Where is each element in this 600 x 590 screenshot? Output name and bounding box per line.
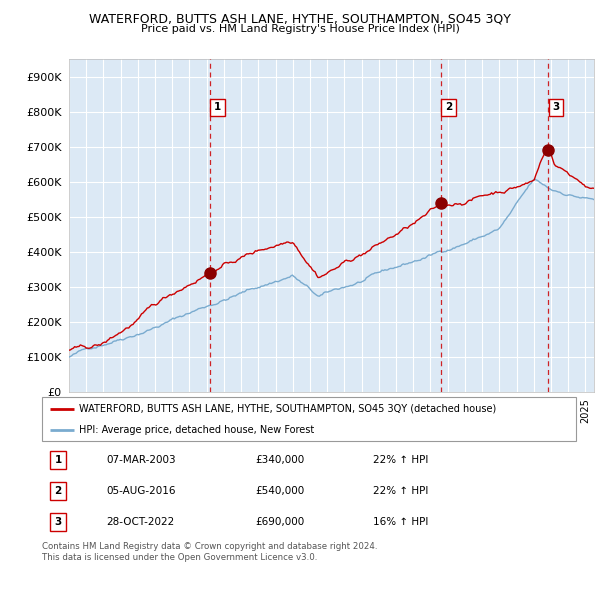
Text: 3: 3 (552, 102, 559, 112)
Text: £690,000: £690,000 (256, 517, 305, 527)
Text: 16% ↑ HPI: 16% ↑ HPI (373, 517, 428, 527)
Text: 22% ↑ HPI: 22% ↑ HPI (373, 455, 428, 465)
Text: £540,000: £540,000 (256, 486, 305, 496)
Text: 2: 2 (55, 486, 62, 496)
Text: Price paid vs. HM Land Registry's House Price Index (HPI): Price paid vs. HM Land Registry's House … (140, 24, 460, 34)
Text: 07-MAR-2003: 07-MAR-2003 (106, 455, 176, 465)
Text: 22% ↑ HPI: 22% ↑ HPI (373, 486, 428, 496)
Text: Contains HM Land Registry data © Crown copyright and database right 2024.
This d: Contains HM Land Registry data © Crown c… (42, 542, 377, 562)
FancyBboxPatch shape (42, 397, 576, 441)
Text: 28-OCT-2022: 28-OCT-2022 (106, 517, 175, 527)
Text: 05-AUG-2016: 05-AUG-2016 (106, 486, 176, 496)
Text: WATERFORD, BUTTS ASH LANE, HYTHE, SOUTHAMPTON, SO45 3QY (detached house): WATERFORD, BUTTS ASH LANE, HYTHE, SOUTHA… (79, 404, 497, 414)
Text: WATERFORD, BUTTS ASH LANE, HYTHE, SOUTHAMPTON, SO45 3QY: WATERFORD, BUTTS ASH LANE, HYTHE, SOUTHA… (89, 13, 511, 26)
Text: 1: 1 (214, 102, 221, 112)
Text: HPI: Average price, detached house, New Forest: HPI: Average price, detached house, New … (79, 425, 314, 435)
Text: 2: 2 (445, 102, 452, 112)
Text: 3: 3 (55, 517, 62, 527)
Text: 1: 1 (55, 455, 62, 465)
Text: £340,000: £340,000 (256, 455, 305, 465)
